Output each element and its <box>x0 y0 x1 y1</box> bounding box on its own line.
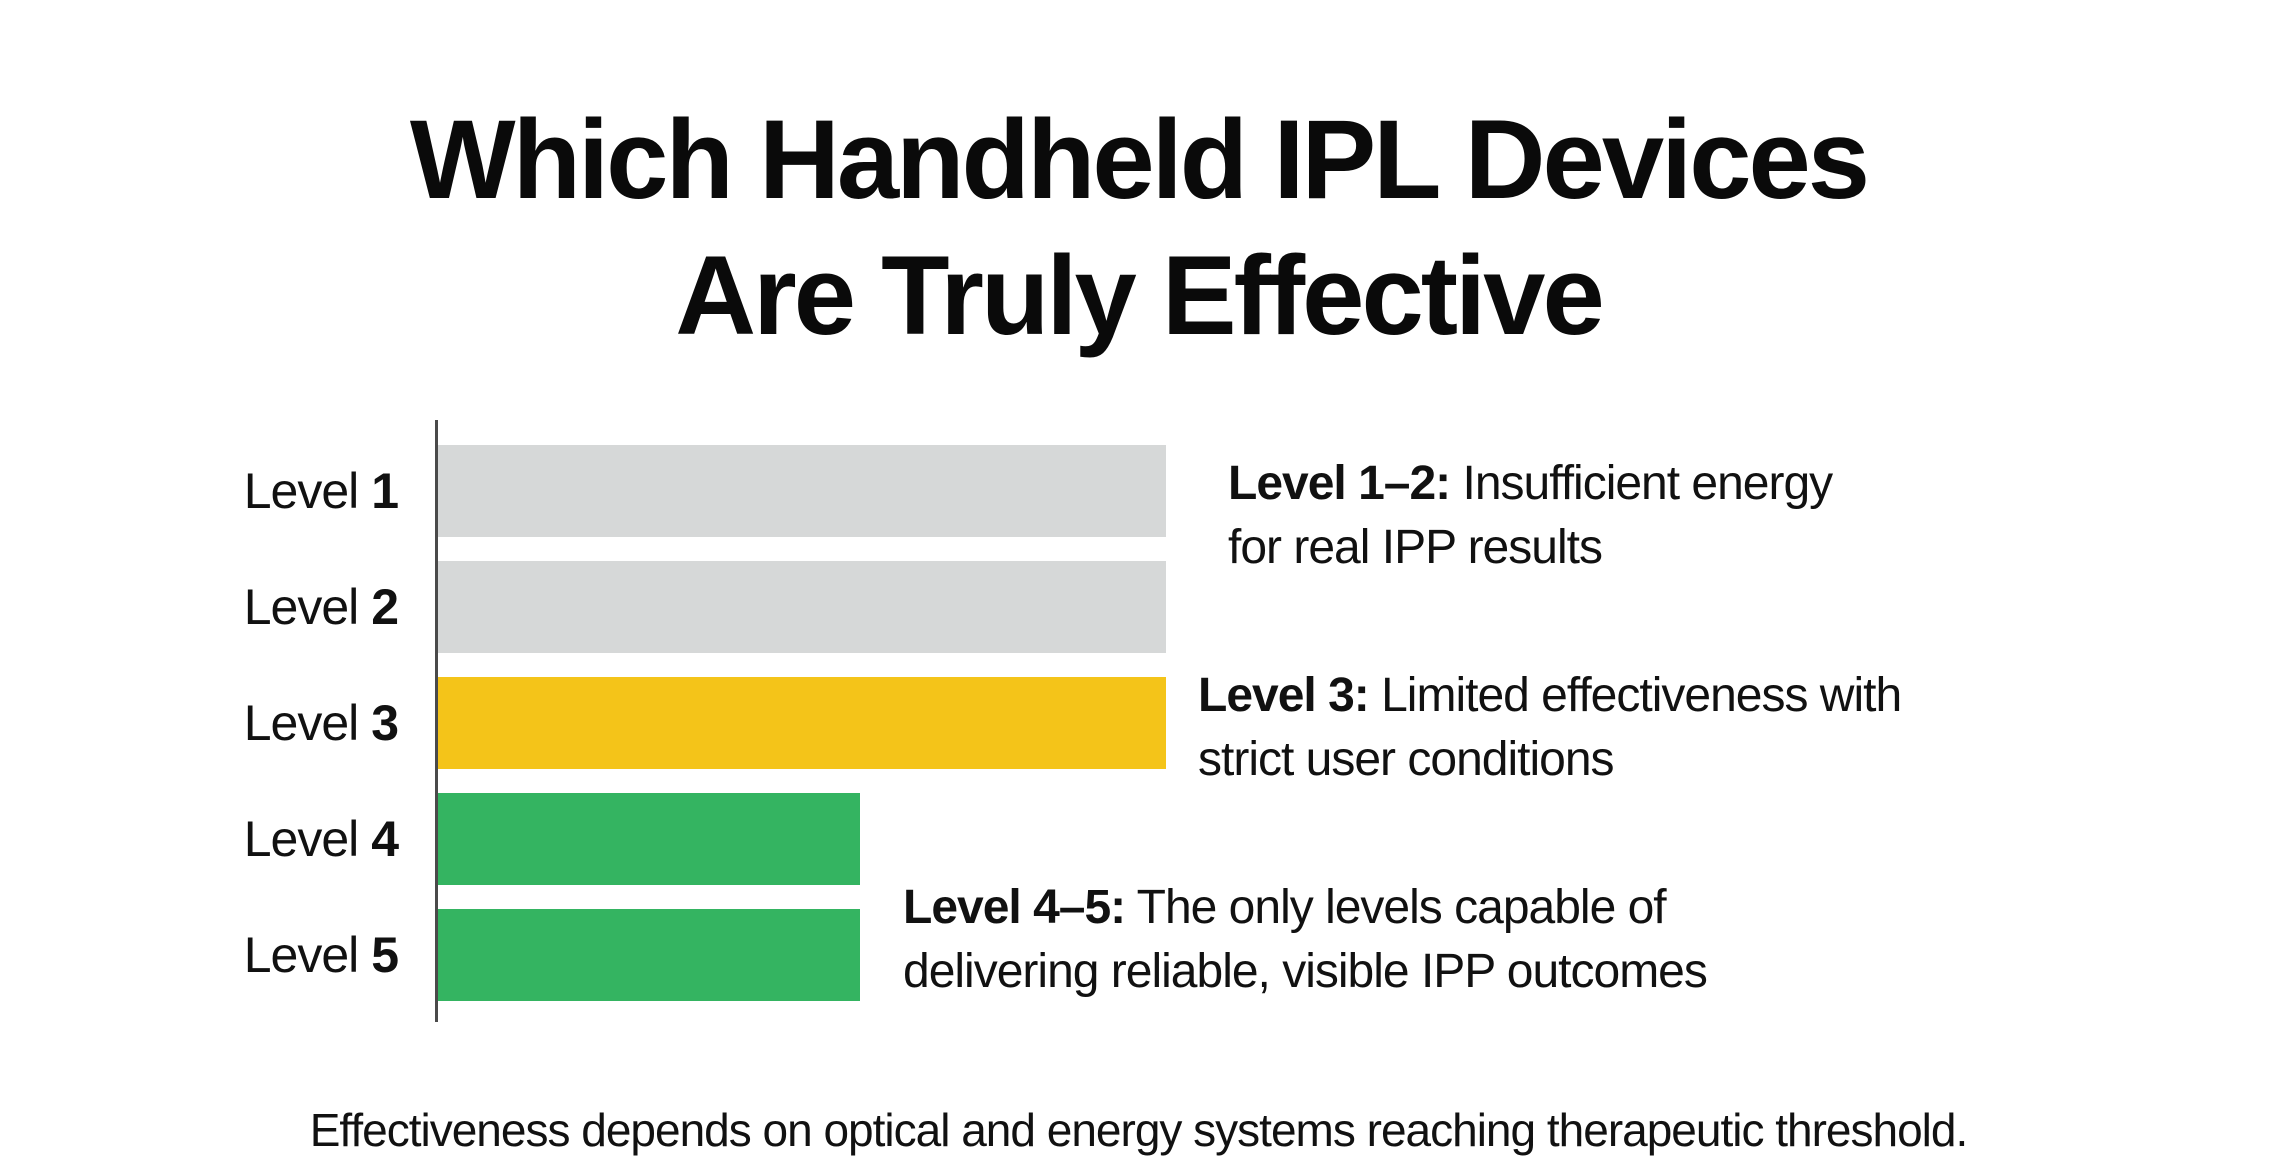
annotation-level-3: Level 3: Limited effectiveness with stri… <box>1198 669 1902 786</box>
bar-level-3 <box>438 677 1166 769</box>
title-line-2: Are Truly Effective <box>675 233 1605 358</box>
annotation-level-1-2: Level 1–2: Insufficient energy for real … <box>1228 457 1833 574</box>
annotation-level-4-5: Level 4–5: The only levels capable of de… <box>903 881 1708 998</box>
bar-level-1 <box>438 445 1166 537</box>
title-line-1: Which Handheld IPL Devices <box>409 97 1870 222</box>
row-label-level-2: Level 2 <box>243 579 399 635</box>
bar-level-2 <box>438 561 1166 653</box>
chart-title: Which Handheld IPL Devices Are Truly Eff… <box>0 92 2277 364</box>
footnote: Effectiveness depends on optical and ene… <box>309 1104 1969 1156</box>
row-label-level-1: Level 1 <box>243 463 399 519</box>
bar-level-4 <box>438 793 861 885</box>
y-axis-line <box>435 420 438 1022</box>
bar-level-5 <box>438 909 861 1001</box>
row-label-level-5: Level 5 <box>243 927 399 983</box>
row-label-level-3: Level 3 <box>243 695 399 751</box>
row-label-level-4: Level 4 <box>243 811 399 867</box>
